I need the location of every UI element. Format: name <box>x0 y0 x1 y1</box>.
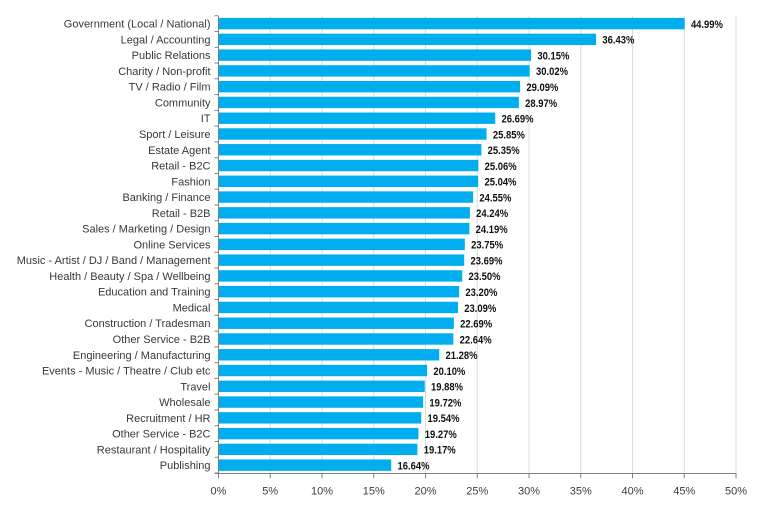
svg-text:Legal / Accounting: Legal / Accounting <box>121 34 211 46</box>
svg-text:19.27%: 19.27% <box>425 429 457 441</box>
svg-text:Health / Beauty / Spa / Wellbe: Health / Beauty / Spa / Wellbeing <box>49 271 210 283</box>
svg-text:Recruitment / HR: Recruitment / HR <box>126 413 210 425</box>
svg-text:22.64%: 22.64% <box>460 334 492 346</box>
svg-text:Retail - B2C: Retail - B2C <box>151 161 210 173</box>
svg-text:23.20%: 23.20% <box>465 287 497 299</box>
svg-text:40%: 40% <box>621 486 643 498</box>
svg-text:19.54%: 19.54% <box>428 413 460 425</box>
svg-text:Fashion: Fashion <box>171 176 210 188</box>
svg-text:26.69%: 26.69% <box>502 114 534 126</box>
svg-text:20%: 20% <box>414 486 436 498</box>
svg-text:Government (Local / National): Government (Local / National) <box>64 19 211 31</box>
svg-text:21.28%: 21.28% <box>446 350 478 362</box>
svg-text:20.10%: 20.10% <box>433 366 465 378</box>
svg-text:35%: 35% <box>570 486 592 498</box>
svg-text:36.43%: 36.43% <box>602 35 634 47</box>
svg-text:22.69%: 22.69% <box>460 319 492 331</box>
svg-text:29.09%: 29.09% <box>526 82 558 94</box>
svg-text:23.75%: 23.75% <box>471 240 503 252</box>
svg-text:44.99%: 44.99% <box>691 19 723 31</box>
svg-text:25.85%: 25.85% <box>493 129 525 141</box>
svg-text:30.02%: 30.02% <box>536 66 568 78</box>
svg-text:10%: 10% <box>311 486 333 498</box>
svg-text:23.69%: 23.69% <box>470 255 502 267</box>
svg-text:TV / Radio / Film: TV / Radio / Film <box>129 82 211 94</box>
svg-text:23.50%: 23.50% <box>469 271 501 283</box>
svg-text:15%: 15% <box>363 486 385 498</box>
svg-text:24.19%: 24.19% <box>476 224 508 236</box>
svg-text:24.24%: 24.24% <box>476 208 508 220</box>
svg-text:Sales / Marketing / Design: Sales / Marketing / Design <box>82 224 210 236</box>
svg-text:Charity / Non-profit: Charity / Non-profit <box>118 66 210 78</box>
svg-text:Travel: Travel <box>180 381 210 393</box>
svg-text:Other Service - B2C: Other Service - B2C <box>112 429 210 441</box>
svg-text:45%: 45% <box>673 486 695 498</box>
svg-text:Community: Community <box>155 97 211 109</box>
svg-text:25%: 25% <box>466 486 488 498</box>
svg-text:Sport / Leisure: Sport / Leisure <box>139 129 211 141</box>
svg-text:19.88%: 19.88% <box>431 382 463 394</box>
svg-text:Construction / Tradesman: Construction / Tradesman <box>85 318 211 330</box>
svg-text:Medical: Medical <box>173 302 211 314</box>
svg-text:19.17%: 19.17% <box>424 445 456 457</box>
svg-text:Restaurant / Hospitality: Restaurant / Hospitality <box>97 444 211 456</box>
svg-text:5%: 5% <box>262 486 278 498</box>
svg-text:19.72%: 19.72% <box>429 397 461 409</box>
svg-text:50%: 50% <box>725 486 747 498</box>
svg-text:Other Service - B2B: Other Service - B2B <box>113 334 211 346</box>
svg-text:Public Relations: Public Relations <box>132 50 211 62</box>
svg-text:Publishing: Publishing <box>160 460 211 472</box>
svg-text:23.09%: 23.09% <box>464 303 496 315</box>
svg-text:IT: IT <box>201 113 211 125</box>
svg-text:28.97%: 28.97% <box>525 98 557 110</box>
svg-text:Music - Artist / DJ / Band / M: Music - Artist / DJ / Band / Management <box>17 255 211 267</box>
svg-text:Wholesale: Wholesale <box>159 397 210 409</box>
svg-text:16.64%: 16.64% <box>398 460 430 472</box>
svg-text:30.15%: 30.15% <box>537 50 569 62</box>
svg-text:Retail - B2B: Retail - B2B <box>152 208 211 220</box>
svg-text:Education and Training: Education and Training <box>98 287 211 299</box>
svg-text:0%: 0% <box>211 486 227 498</box>
svg-text:Engineering / Manufacturing: Engineering / Manufacturing <box>73 350 211 362</box>
svg-text:30%: 30% <box>518 486 540 498</box>
svg-text:Online Services: Online Services <box>133 239 211 251</box>
svg-text:25.06%: 25.06% <box>485 161 517 173</box>
svg-text:25.04%: 25.04% <box>484 177 516 189</box>
svg-text:Banking / Finance: Banking / Finance <box>122 192 210 204</box>
svg-text:Estate Agent: Estate Agent <box>148 145 210 157</box>
svg-text:Events - Music / Theatre / Clu: Events - Music / Theatre / Club etc <box>42 366 211 378</box>
svg-text:25.35%: 25.35% <box>488 145 520 157</box>
svg-text:24.55%: 24.55% <box>479 192 511 204</box>
